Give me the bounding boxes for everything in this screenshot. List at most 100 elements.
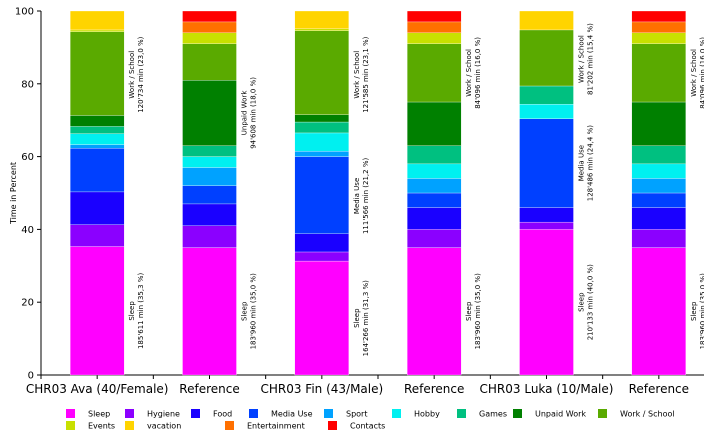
bar-segment-sport: [294, 150, 349, 157]
legend: Sleep Hygiene Food Media Use Sport Hobby Games…: [66, 409, 675, 431]
annotation: Media Use 111'566 min (21,2 %): [353, 158, 370, 234]
annotation-detail: 84'096 min (16,0 %): [474, 37, 482, 109]
legend-label: Hobby: [414, 410, 440, 419]
legend-label: Games: [479, 410, 507, 419]
bar-segment-unpaid-work: [407, 101, 462, 146]
bar-segment-hygiene: [519, 221, 574, 230]
bar-segment-work-school: [631, 43, 686, 103]
legend-item: Entertainment: [225, 421, 305, 431]
bar-segment-games: [182, 145, 237, 157]
annotation: Work / School 121'585 min (23,1 %): [353, 36, 370, 112]
annotation-label: Sleep: [128, 301, 136, 321]
legend-label: Contacts: [350, 422, 385, 431]
bar-segment-games: [519, 85, 574, 105]
annotation-label: Sleep: [465, 301, 473, 321]
annotation-label: Work / School: [690, 49, 698, 97]
bar-segment-vacation: [294, 10, 349, 29]
bar-segment-work-school: [70, 31, 125, 116]
x-tick-label: CHR03 Fin (43/Male): [260, 382, 383, 396]
annotation-detail: 84'096 min (16,0 %): [699, 37, 704, 109]
bars: [70, 10, 686, 376]
annotation-detail: 183'960 min (35,0 %): [474, 273, 482, 349]
bar-segment-vacation: [519, 10, 574, 31]
legend-item: Events: [66, 421, 115, 431]
bar-segment-events: [294, 28, 349, 31]
annotation-detail: 183'960 min (35,0 %): [250, 273, 258, 349]
legend-label: Work / School: [620, 410, 675, 419]
annotation-detail: 94'608 min (18,0 %): [250, 77, 258, 149]
legend-swatch: [328, 421, 337, 430]
legend-label: Unpaid Work: [535, 410, 586, 419]
bar-segment-events: [631, 32, 686, 44]
x-tick-label: Reference: [404, 382, 464, 396]
annotation: Sleep 164'266 min (31,3 %): [353, 280, 370, 356]
bar-segment-entertainment: [631, 21, 686, 33]
annotation-detail: 185'611 min (35,3 %): [137, 273, 145, 349]
annotation-label: Sleep: [353, 308, 361, 328]
legend-label: Food: [213, 410, 232, 419]
annotation-label: Sleep: [578, 292, 586, 312]
bar-segment-sleep: [182, 247, 237, 376]
legend-label: Media Use: [271, 410, 313, 419]
bar-segment-sleep: [519, 229, 574, 376]
bar-segment-media-use: [631, 192, 686, 208]
bar-segment-contacts: [407, 10, 462, 23]
annotation: Unpaid Work 94'608 min (18,0 %): [241, 77, 258, 149]
x-tick-label: CHR03 Luka (10/Male): [480, 382, 614, 396]
annotation-label: Work / School: [465, 49, 473, 97]
annotation: Media Use 128'486 min (24,4 %): [578, 125, 595, 201]
legend-label: Sleep: [88, 410, 110, 419]
legend-swatch: [513, 409, 522, 418]
y-tick-label: 100: [15, 7, 34, 18]
legend-item: Unpaid Work: [513, 409, 586, 419]
bar-segment-hygiene: [407, 229, 462, 248]
bar-segment-media-use: [182, 185, 237, 205]
annotation: Sleep 210'133 min (40,0 %): [578, 264, 595, 340]
legend-label: Entertainment: [247, 422, 305, 431]
annotation: Work / School 81'202 min (15,4 %): [578, 23, 595, 95]
bar-segment-sport: [631, 178, 686, 194]
annotation-label: Media Use: [578, 145, 586, 181]
annotation-detail: 111'566 min (21,2 %): [362, 158, 370, 234]
bar-segment-sport: [407, 178, 462, 194]
annotation-label: Work / School: [128, 51, 136, 99]
bar-segment-entertainment: [407, 21, 462, 33]
bar-segment-hygiene: [294, 251, 349, 262]
bar-segment-contacts: [631, 10, 686, 23]
legend-item: Games: [457, 409, 507, 419]
y-tick-label: 0: [28, 371, 34, 382]
legend-swatch: [125, 421, 134, 430]
legend-swatch: [125, 409, 134, 418]
bar-segment-work-school: [182, 43, 237, 81]
legend-swatch: [66, 409, 75, 418]
bar-segment-sport: [182, 167, 237, 186]
bar-segment-unpaid-work: [182, 80, 237, 146]
annotation-detail: 128'486 min (24,4 %): [587, 125, 595, 201]
bar-segment-games: [294, 121, 349, 134]
legend-label: Sport: [346, 410, 367, 419]
annotation-label: Sleep: [690, 301, 698, 321]
bar-segment-sleep: [407, 247, 462, 376]
bar-segment-sleep: [70, 246, 125, 376]
legend-item: Sport: [324, 409, 367, 419]
bar-segment-work-school: [294, 30, 349, 115]
annotation-label: Media Use: [353, 178, 361, 214]
bar-segment-food: [70, 191, 125, 225]
bar-segment-work-school: [519, 29, 574, 87]
annotation-label: Sleep: [241, 301, 249, 321]
bar-segment-entertainment: [182, 21, 237, 33]
bar-segment-hygiene: [70, 224, 125, 247]
legend-label: Events: [88, 422, 115, 431]
annotation-detail: 120'734 min (23,0 %): [137, 36, 145, 112]
legend-item: Work / School: [598, 409, 675, 419]
legend-swatch: [598, 409, 607, 418]
legend-label: vacation: [147, 422, 181, 431]
legend-item: Media Use: [249, 409, 313, 419]
legend-swatch: [392, 409, 401, 418]
y-tick-label: 80: [21, 79, 34, 90]
bar-segment-hobby: [631, 163, 686, 179]
legend-item: Food: [191, 409, 232, 419]
